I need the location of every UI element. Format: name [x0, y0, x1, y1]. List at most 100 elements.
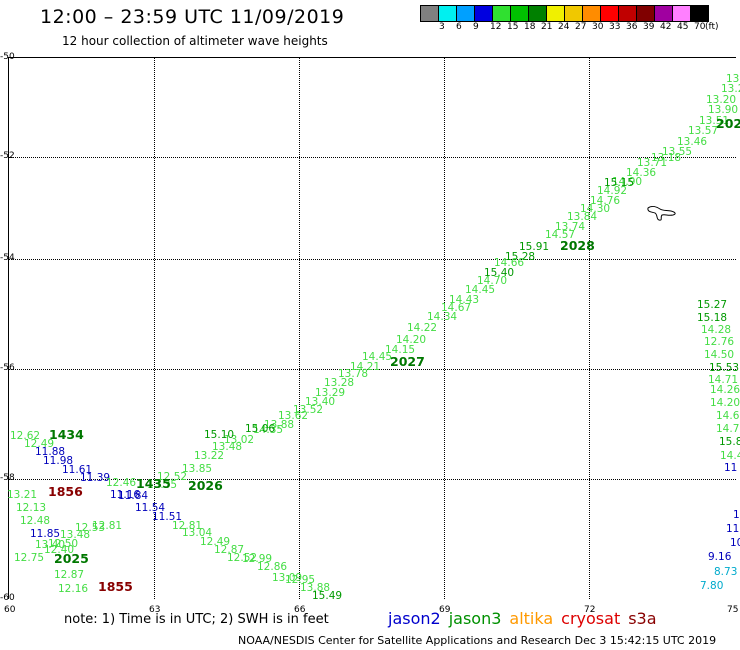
wave-height-reading: 12.76 — [704, 336, 735, 348]
wave-height-reading: 13.62 — [278, 410, 309, 422]
wave-height-reading: 13.85 — [182, 463, 213, 475]
gridline-lat-52 — [9, 157, 736, 158]
wave-height-reading: 11 — [724, 462, 738, 474]
wave-height-reading: 15.28 — [505, 251, 536, 263]
wave-height-reading: 13.78 — [338, 368, 369, 380]
wave-height-reading: 11.16 — [110, 489, 141, 501]
wave-height-reading: 13.29 — [315, 387, 346, 399]
x-tick-label: 75 — [727, 605, 739, 615]
wave-height-reading: 10.35 — [730, 537, 740, 549]
wave-height-reading: 13.88 — [264, 419, 295, 431]
legend-label: 15 — [507, 22, 519, 32]
wave-height-reading: 13.46 — [677, 136, 708, 148]
legend-swatch — [474, 5, 493, 22]
legend-label: 42 — [660, 22, 672, 32]
legend-label: 6 — [456, 22, 462, 32]
satellite-legend: jason2 jason3 altika cryosat s3a — [388, 609, 665, 628]
wave-height-reading: 13.48 — [60, 529, 91, 541]
wave-height-reading: 15.53 — [709, 362, 740, 374]
legend-label: (ft) — [705, 22, 719, 32]
wave-height-reading: 13.40 — [305, 396, 336, 408]
wave-height-reading: 8.73 — [714, 566, 738, 578]
wave-height-reading: 14.66 — [494, 257, 525, 269]
wave-height-reading: 12.40 — [44, 544, 75, 556]
wave-height-reading: 12.49 — [24, 438, 55, 450]
wave-height-reading: 15.27 — [697, 299, 728, 311]
wave-height-reading: 14.45 — [465, 284, 496, 296]
legend-swatch — [438, 5, 457, 22]
wave-height-reading: 15.18 — [697, 312, 728, 324]
legend-swatch — [672, 5, 691, 22]
x-tick-label: 72 — [584, 605, 596, 615]
pass-time-label: 1855 — [98, 579, 133, 594]
legend-label: 33 — [609, 22, 621, 32]
wave-height-reading: 15.40 — [484, 267, 515, 279]
wave-height-reading: 15.15 — [604, 177, 635, 189]
wave-height-reading: 12.52 — [157, 471, 188, 483]
wave-height-reading: 14.34 — [427, 311, 458, 323]
wave-height-reading: 12.13 — [16, 502, 47, 514]
wave-height-reading: 14.90 — [612, 176, 643, 188]
wave-height-reading: 14.15 — [385, 344, 416, 356]
x-tick-label: 69 — [439, 605, 451, 615]
legend-swatch — [546, 5, 565, 22]
wave-height-reading: 13.02 — [224, 434, 255, 446]
wave-height-reading: 12.50 — [48, 538, 79, 550]
wave-height-reading: 14.20 — [710, 397, 740, 409]
wave-height-reading: 13.90 — [708, 104, 739, 116]
wave-height-reading: 13.20 — [706, 94, 737, 106]
wave-height-reading: 13.2 — [726, 73, 740, 85]
wave-height-reading: 13.52 — [293, 404, 324, 416]
map-subtitle: 12 hour collection of altimeter wave hei… — [62, 34, 328, 48]
wave-height-reading: 14.7 — [716, 423, 740, 435]
wave-height-reading: 14.20 — [396, 334, 427, 346]
y-tick-label: -54 — [0, 253, 15, 263]
color-legend-labels: 3 6 9 12 15 18 21 24 27 30 33 36 39 42 45 70 (ft) — [421, 22, 740, 36]
legend-label: 3 — [439, 22, 445, 32]
wave-height-reading: 13.51 — [699, 115, 730, 127]
wave-height-reading: 13.35 — [147, 479, 178, 491]
wave-height-reading: 12.75 — [14, 552, 45, 564]
gridline-lat-56 — [9, 369, 736, 370]
wave-height-reading: 12.52 — [227, 552, 258, 564]
wave-height-reading: 14.76 — [590, 195, 621, 207]
gridline-lat-58 — [9, 479, 736, 480]
legend-swatch — [456, 5, 475, 22]
satellite-label-altika: altika — [509, 609, 554, 628]
wave-height-reading: 14.71 — [708, 374, 739, 386]
y-tick-label: -50 — [0, 52, 15, 62]
legend-swatch — [690, 5, 709, 22]
wave-height-reading: 11.54 — [135, 502, 166, 514]
legend-swatch — [528, 5, 547, 22]
gridline-lon-63 — [154, 58, 155, 599]
color-legend — [420, 5, 709, 22]
wave-height-reading: 13.84 — [567, 211, 598, 223]
legend-swatch — [492, 5, 511, 22]
wave-height-reading: 11. — [733, 509, 740, 521]
x-tick-label: 60 — [4, 605, 16, 615]
wave-height-reading: 12.86 — [257, 561, 288, 573]
wave-height-reading: 14.35 — [253, 424, 284, 436]
legend-label: 30 — [592, 22, 604, 32]
gridline-lon-72 — [589, 58, 590, 599]
gridline-lon-69 — [444, 58, 445, 599]
legend-label: 24 — [558, 22, 570, 32]
satellite-label-jason3: jason3 — [448, 609, 502, 628]
legend-label: 45 — [677, 22, 689, 32]
wave-height-reading: 11.84 — [118, 490, 149, 502]
wave-height-reading: 11.61 — [62, 464, 93, 476]
legend-label: 18 — [524, 22, 536, 32]
wave-height-reading: 12.53 — [75, 522, 106, 534]
legend-swatch — [510, 5, 529, 22]
wave-height-reading: 13.48 — [212, 441, 243, 453]
footer-note: note: 1) Time is in UTC; 2) SWH is in fe… — [64, 612, 329, 627]
gridline-lon-66 — [299, 58, 300, 599]
wave-height-reading: 13.88 — [300, 582, 331, 594]
wave-height-reading: 11.98 — [43, 455, 74, 467]
wave-height-reading: 9.16 — [708, 551, 732, 563]
wave-height-reading: 14.45 — [362, 351, 393, 363]
wave-height-reading: 13.22 — [194, 450, 225, 462]
wave-height-reading: 14.50 — [704, 349, 735, 361]
legend-label: 39 — [643, 22, 655, 32]
wave-height-reading: 12.81 — [172, 520, 203, 532]
